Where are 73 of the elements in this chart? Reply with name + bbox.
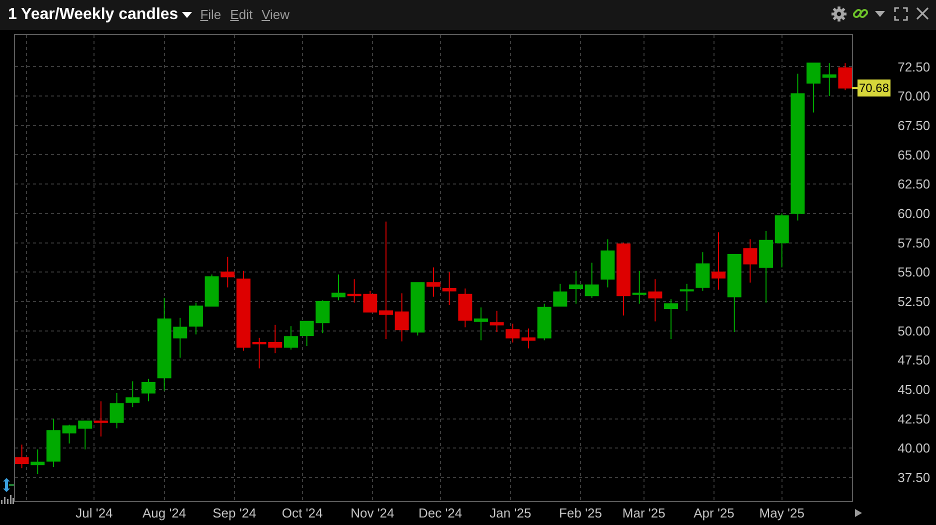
x-tick-label: Apr '25 <box>694 506 734 521</box>
y-tick-label: 40.00 <box>898 440 930 456</box>
candlestick <box>569 270 584 304</box>
y-tick-label: 47.50 <box>898 352 930 368</box>
x-tick-label: Jan '25 <box>490 506 532 521</box>
x-tick-label: Oct '24 <box>282 506 323 521</box>
candlestick <box>537 303 552 341</box>
candlestick <box>743 238 758 284</box>
y-tick-label: 55.00 <box>898 264 930 280</box>
candlestick <box>522 328 536 349</box>
candlestick <box>236 270 250 352</box>
candlestick <box>379 221 393 340</box>
text: View <box>262 7 290 23</box>
candlestick <box>600 238 615 288</box>
y-tick-label: 42.50 <box>898 411 930 426</box>
y-tick-label: 50.00 <box>898 323 930 338</box>
ref-line-label: 70.68 <box>859 81 890 95</box>
y-tick-label: 62.50 <box>898 176 930 192</box>
candlestick <box>15 444 29 469</box>
candlestick <box>490 310 504 332</box>
y-tick-label: 60.00 <box>898 206 930 221</box>
x-tick-label: Feb '25 <box>559 506 602 521</box>
candlestick <box>220 256 235 288</box>
candlestick <box>458 288 472 328</box>
candlestick <box>680 283 694 312</box>
y-tick-label: 65.00 <box>898 147 930 162</box>
x-tick-label: Mar '25 <box>622 506 666 521</box>
candlestick <box>426 266 440 298</box>
candlestick <box>188 302 203 335</box>
candlestick <box>506 323 520 344</box>
candlestick <box>46 418 60 468</box>
text: File <box>200 7 222 23</box>
candlestick <box>616 242 631 316</box>
candlestick <box>410 282 425 336</box>
candlestick <box>712 232 726 290</box>
text: Edit <box>230 7 253 23</box>
candlestick <box>774 212 789 268</box>
y-tick-label: 37.50 <box>898 470 930 486</box>
candlestick <box>727 254 742 332</box>
candlestick <box>126 380 140 408</box>
x-tick-label: Sep '24 <box>212 506 256 521</box>
candlestick <box>284 326 298 350</box>
candlestick <box>759 230 774 304</box>
candlestick <box>696 252 710 292</box>
candlestick <box>806 62 821 113</box>
candlestick <box>648 278 662 322</box>
x-tick-label: May '25 <box>759 506 804 521</box>
candlestick <box>442 272 456 306</box>
x-tick-label: Aug '24 <box>142 506 186 521</box>
candlestick <box>632 270 646 304</box>
chart-title: 1 Year/Weekly candles <box>8 5 178 25</box>
y-tick-label: 67.50 <box>898 118 930 133</box>
candlestick <box>790 73 805 221</box>
candlestick <box>584 262 599 298</box>
x-tick-label: Jul '24 <box>76 506 113 521</box>
candlestick <box>553 283 568 307</box>
candlestick <box>141 378 156 402</box>
y-tick-label: 57.50 <box>898 235 930 250</box>
candlestick <box>110 392 124 429</box>
x-tick-label: Nov '24 <box>350 506 394 521</box>
x-tick-label: Dec '24 <box>418 506 462 521</box>
candlestick <box>394 292 409 342</box>
candlestick <box>664 298 678 340</box>
candlestick <box>822 62 836 97</box>
candlestick <box>94 400 108 437</box>
y-tick-label: 72.50 <box>898 59 930 74</box>
candlestick <box>30 448 45 474</box>
y-tick-label: 45.00 <box>898 382 930 398</box>
y-tick-label: 70.00 <box>898 88 930 104</box>
candlestick <box>204 274 219 307</box>
y-tick-label: 52.50 <box>898 294 930 309</box>
candlestick <box>474 306 488 341</box>
candlestick <box>332 274 346 301</box>
